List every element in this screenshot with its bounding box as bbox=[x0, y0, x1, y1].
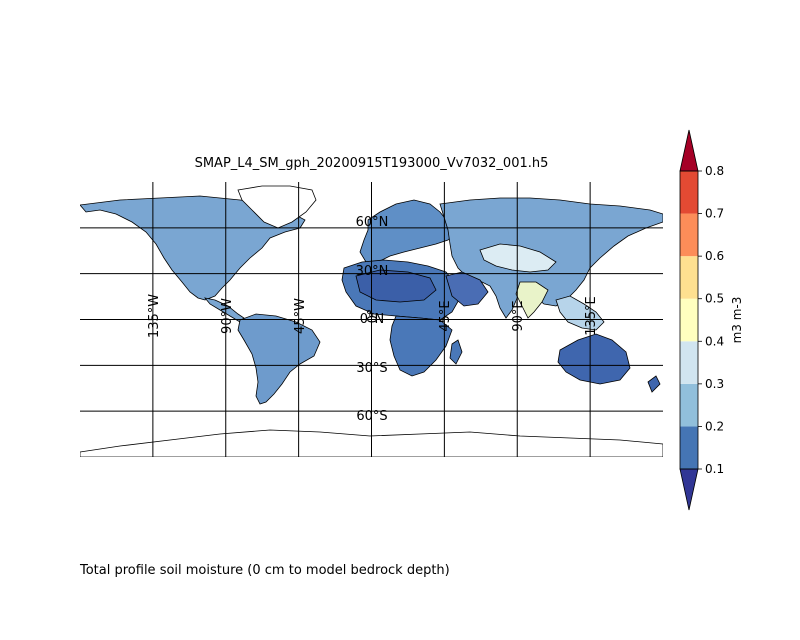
lon-label-90e: 90°E bbox=[511, 300, 526, 331]
colorbar-tick-label: 0.2 bbox=[705, 419, 724, 433]
lon-label-45w: 45°W bbox=[293, 298, 308, 334]
colorbar-tick-label: 0.4 bbox=[705, 334, 724, 348]
lon-label-45e: 45°E bbox=[438, 300, 453, 331]
land-europe bbox=[359, 199, 457, 263]
lon-label-135e: 135°E bbox=[584, 296, 599, 336]
land-asia-desert bbox=[479, 243, 557, 273]
land-madagascar bbox=[449, 339, 463, 365]
colorbar-tick-label: 0.7 bbox=[705, 207, 724, 221]
lat-labels: 60°N 30°N 0°N 30°S 60°S bbox=[356, 215, 389, 424]
lat-label-0n: 0°N bbox=[360, 312, 385, 327]
land-australia bbox=[557, 333, 631, 385]
lat-label-60s: 60°S bbox=[356, 409, 387, 424]
lon-labels: 135°W 90°W 45°W 0° 45°E 90°E 135°E bbox=[147, 294, 599, 338]
colorbar-segment bbox=[680, 213, 698, 257]
map-title: SMAP_L4_SM_gph_20200915T193000_Vv7032_00… bbox=[194, 156, 549, 171]
colorbar-tick-label: 0.1 bbox=[705, 462, 724, 476]
colorbar-label: m3 m-3 bbox=[730, 297, 744, 344]
land-sahara bbox=[355, 269, 437, 303]
map-panel bbox=[80, 182, 663, 457]
colorbar-segment bbox=[680, 341, 698, 384]
colorbar-tick-label: 0.5 bbox=[705, 292, 724, 306]
colorbar-frame bbox=[679, 170, 699, 470]
land-new-zealand bbox=[647, 375, 661, 393]
lat-label-30n: 30°N bbox=[356, 264, 389, 279]
graticule bbox=[80, 182, 663, 457]
colorbar-segment bbox=[680, 298, 698, 342]
colorbar-segment bbox=[680, 171, 698, 214]
lon-label-135w: 135°W bbox=[147, 294, 162, 338]
lon-label-90w: 90°W bbox=[220, 298, 235, 334]
figure-caption: Total profile soil moisture (0 cm to mod… bbox=[80, 563, 450, 578]
colorbar-tick-label: 0.6 bbox=[705, 249, 724, 263]
land-se-asia bbox=[555, 295, 605, 331]
lat-label-60n: 60°N bbox=[356, 215, 389, 230]
colorbar-segment bbox=[680, 383, 698, 427]
colorbar: 0.1 0.2 0.3 0.4 0.5 0.6 0.7 0.8 m3 m-3 bbox=[679, 129, 744, 511]
lat-label-30s: 30°S bbox=[356, 361, 387, 376]
colorbar-over-triangle bbox=[679, 129, 699, 172]
colorbar-tick-label: 0.8 bbox=[705, 164, 724, 178]
land-india bbox=[515, 281, 549, 319]
colorbar-tick-label: 0.3 bbox=[705, 377, 724, 391]
colorbar-segment bbox=[680, 426, 698, 469]
colorbar-segment bbox=[680, 256, 698, 299]
lon-label-0: 0° bbox=[366, 309, 381, 324]
colorbar-under-triangle bbox=[679, 468, 699, 511]
